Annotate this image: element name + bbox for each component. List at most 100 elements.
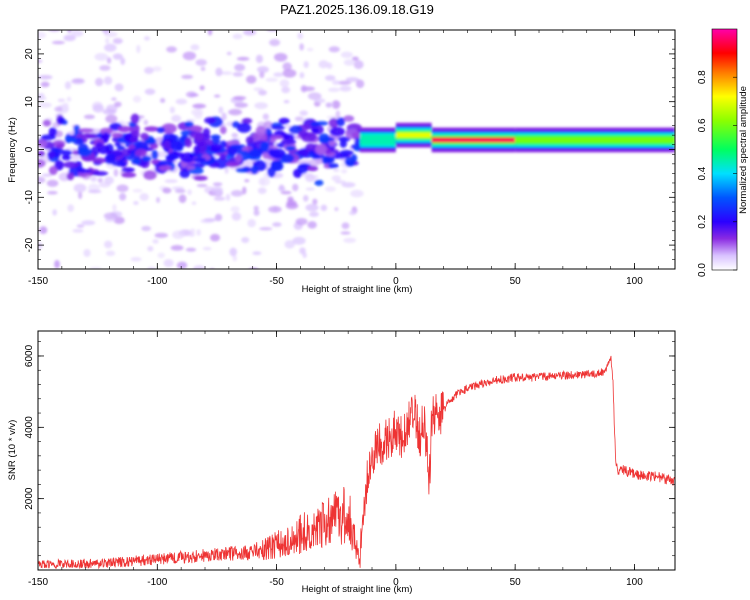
- spectrogram-cell: [220, 71, 233, 75]
- spectrogram-cell: [328, 163, 339, 169]
- spectrogram-cell: [324, 186, 336, 192]
- spectrogram-cell: [318, 133, 330, 144]
- spectrogram-cell: [262, 113, 269, 121]
- spectrogram-cell: [326, 62, 333, 70]
- spectrogram-cell: [219, 126, 227, 135]
- spectrogram-cell: [132, 95, 142, 103]
- spectrogram-cell: [114, 101, 122, 108]
- spectrogram-cell: [341, 169, 348, 174]
- spectrogram-cell: [328, 117, 339, 128]
- spectrogram-cell: [132, 188, 143, 193]
- spectrogram-cell: [41, 173, 53, 177]
- spectrogram-cell: [192, 103, 207, 109]
- spectrogram-cell: [62, 102, 69, 109]
- spectrogram-cell: [225, 162, 241, 168]
- spectrogram-cell: [121, 167, 135, 173]
- spectrogram-cell: [190, 228, 196, 234]
- spectrogram-cell: [209, 233, 221, 242]
- spectrogram-cell: [335, 110, 341, 119]
- spectrogram-cell: [232, 33, 243, 40]
- spectrogram-cell: [48, 166, 58, 176]
- spectrogram-cell: [92, 104, 105, 113]
- spectrogram-cell: [47, 191, 58, 195]
- spectrogram-cell: [103, 212, 118, 220]
- spectrogram-cell: [302, 195, 309, 202]
- spectrogram-cell: [38, 139, 48, 148]
- spectrogram-cell: [193, 175, 208, 181]
- spectrogram-cell: [236, 122, 252, 133]
- spectrogram-cell: [182, 51, 197, 61]
- spectrogram-cell: [85, 275, 96, 281]
- spectrogram-cell: [343, 59, 355, 66]
- spectrogram-cell: [162, 187, 172, 194]
- figure-title: PAZ1.2025.136.09.18.G19: [280, 2, 434, 17]
- spectrogram-cell: [341, 182, 356, 188]
- spectrogram-cell: [246, 75, 257, 84]
- spectrogram-cell: [182, 272, 187, 278]
- spectrogram-cell: [157, 160, 173, 167]
- spectrogram-cell: [270, 148, 286, 160]
- spectrogram-cell: [121, 172, 137, 178]
- spectrogram-cell: [133, 201, 139, 205]
- spectrogram-cell: [265, 299, 273, 307]
- spectrogram-cell: [51, 40, 65, 45]
- spectrogram-x-tick-label: -150: [28, 276, 48, 287]
- spectrogram-cell: [106, 57, 112, 64]
- spectrogram-cell: [113, 216, 125, 225]
- spectrogram-cell: [203, 218, 218, 222]
- snr-x-tick-label: 50: [510, 577, 522, 588]
- spectrogram-cell: [66, 96, 72, 102]
- spectrogram-cell: [185, 136, 193, 148]
- spectrogram-cell: [306, 47, 314, 52]
- spectrogram-cell: [194, 132, 205, 143]
- spectrogram-cell: [178, 194, 187, 203]
- colorbar-tick-label: 0.4: [697, 166, 708, 180]
- spectrogram-cell: [324, 149, 332, 154]
- spectrogram-cell: [58, 117, 66, 125]
- spectrogram-cell: [76, 168, 93, 173]
- spectrogram-cell: [229, 144, 246, 149]
- spectrogram-cell: [67, 204, 75, 213]
- spectrogram-cell: [315, 143, 327, 155]
- spectrogram-cell: [104, 176, 114, 185]
- spectrogram-cell: [207, 30, 213, 36]
- spectrogram-cell: [131, 158, 141, 165]
- spectrogram-cell: [273, 72, 284, 77]
- spectrogram-cell: [299, 72, 305, 79]
- spectrogram-cell: [313, 98, 326, 104]
- spectrogram-cell: [114, 83, 124, 92]
- snr-x-tick-label: 100: [626, 577, 643, 588]
- spectrogram-cell: [135, 7, 143, 12]
- spectrogram-cell: [105, 37, 110, 44]
- spectrogram-cell: [156, 196, 161, 203]
- spectrogram-cell: [283, 99, 290, 104]
- snr-y-tick-label: 6000: [24, 344, 35, 367]
- spectrogram-cell: [292, 236, 306, 245]
- spectrogram-cell: [256, 66, 269, 73]
- spectrogram-cell: [72, 229, 84, 233]
- spectrogram-cell: [105, 153, 117, 162]
- spectrogram-cell: [117, 125, 131, 133]
- spectrogram-cell: [277, 186, 286, 192]
- spectrogram-cell: [340, 51, 353, 59]
- spectrogram-cell: [232, 71, 244, 77]
- spectrogram-cell: [160, 98, 166, 103]
- spectrogram-cell: [328, 298, 334, 301]
- spectrogram-cell: [211, 138, 221, 145]
- spectrogram-cell: [270, 125, 286, 130]
- spectrogram-cell: [257, 187, 267, 194]
- spectrogram-cell: [54, 106, 63, 112]
- spectrogram-cell: [60, 149, 73, 157]
- spectrogram-cell: [343, 237, 357, 243]
- spectrogram-cell: [37, 317, 43, 322]
- spectrogram-cell: [61, 155, 72, 161]
- spectrogram-cell: [140, 277, 146, 280]
- spectrogram-cell: [353, 60, 364, 70]
- spectrogram-cell: [141, 225, 152, 232]
- spectrogram-cell: [105, 250, 116, 257]
- spectrogram-cell: [63, 161, 79, 169]
- spectrogram-cell: [272, 222, 282, 227]
- spectrogram-cell: [94, 77, 104, 87]
- spectrogram-cell: [121, 148, 132, 156]
- spectrogram-cell: [254, 102, 268, 110]
